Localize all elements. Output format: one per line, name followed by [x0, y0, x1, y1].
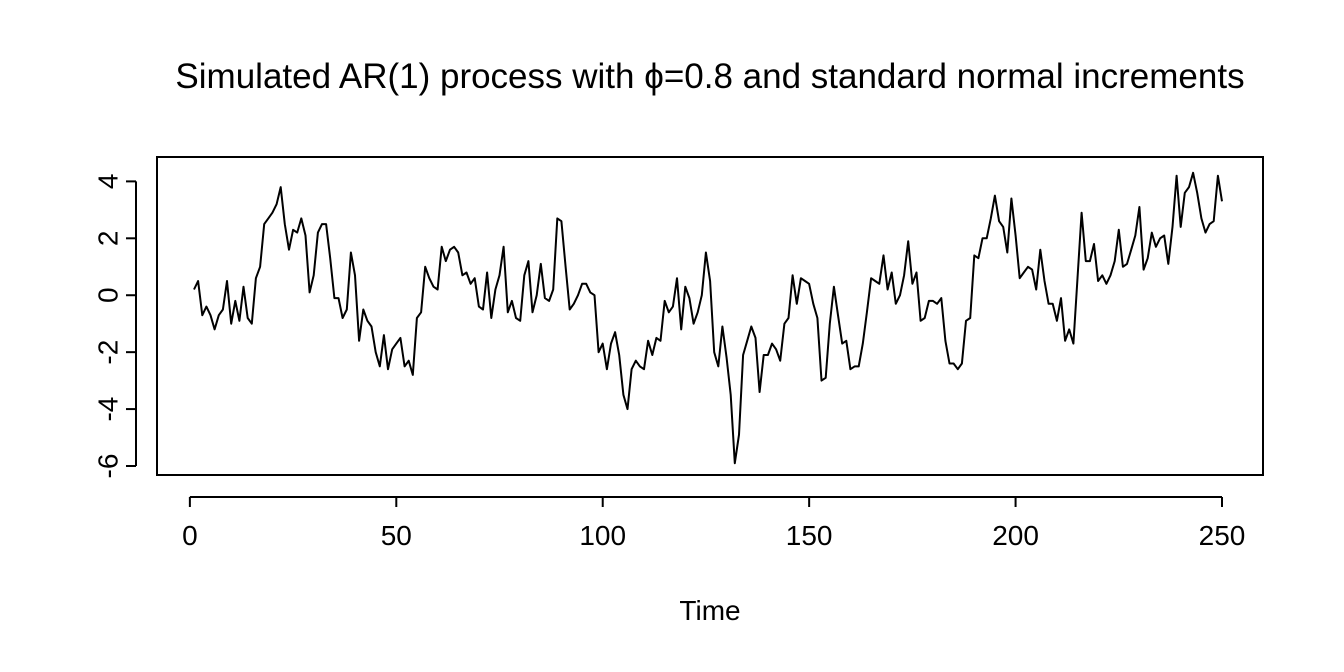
y-tick-label: -2: [93, 340, 124, 365]
y-axis: -6 -4 -2 0 2 4: [93, 174, 137, 479]
x-tick-label: 200: [992, 520, 1039, 551]
x-tick-label: 250: [1199, 520, 1246, 551]
y-tick-label: 0: [93, 287, 124, 303]
y-tick-label: -4: [93, 397, 124, 422]
plot-frame: [156, 156, 1264, 476]
series-line: [193, 171, 1223, 465]
y-tick-label: 2: [93, 231, 124, 247]
x-tick-label: 50: [381, 520, 412, 551]
x-tick-label: 0: [182, 520, 198, 551]
x-tick-label: 100: [579, 520, 626, 551]
y-tick-label: -6: [93, 454, 124, 479]
x-tick-label: 150: [786, 520, 833, 551]
x-axis-label: Time: [679, 595, 740, 626]
y-tick-label: 4: [93, 174, 124, 190]
chart-title: Simulated AR(1) process with ϕ=0.8 and s…: [175, 57, 1244, 96]
x-axis: 0 50 100 150 200 250: [182, 496, 1246, 551]
